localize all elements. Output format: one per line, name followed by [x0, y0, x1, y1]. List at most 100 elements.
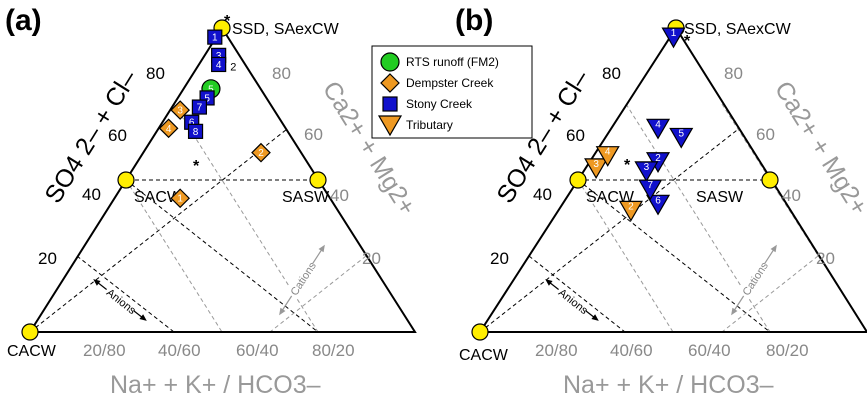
legend-label: RTS runoff (FM2)	[406, 55, 499, 69]
vertex-bottom-left-b	[471, 323, 489, 341]
point-a-square-8-label: 8	[193, 127, 199, 138]
legend-marker-shape	[380, 73, 400, 93]
bottom-tick-a: 40/60	[158, 341, 201, 360]
point-a-diamond-2: 2	[251, 142, 271, 163]
left-tick-a: 20	[38, 249, 57, 268]
bottom-tick-b: 60/40	[688, 341, 731, 360]
region-label-sasw-b: SASW	[696, 189, 744, 206]
panel-label-b: (b)	[455, 4, 493, 37]
bottom-axis-label-b: Na+ + K+ / HCO3–	[563, 371, 774, 399]
bottom-tick-a: 80/20	[312, 341, 355, 360]
point-b-triangle-orange-4-label: 4	[605, 147, 611, 158]
point-a-circle-5-label: 5	[208, 84, 214, 95]
point-b-triangle-7-label: 7	[647, 180, 653, 191]
point-b-triangle-orange-2-shape	[618, 200, 643, 222]
point-b-triangle-4: 4	[645, 118, 671, 140]
point-b-triangle-orange-4: 4	[595, 146, 620, 167]
point-b-triangle-orange-4-shape	[595, 146, 620, 167]
point-a-square-8: 8	[187, 123, 204, 139]
legend-label: Dempster Creek	[406, 76, 494, 90]
bottom-tick-b: 80/20	[766, 341, 809, 360]
vertex-top-label-b: SSD, SAexCW	[684, 21, 792, 38]
point-b-triangle-3: 3	[634, 161, 659, 183]
point-a-diamond-2-label: 2	[258, 148, 264, 159]
legend-marker-shape	[382, 96, 398, 112]
bottom-ticks-a: 20/80 40/60 60/40 80/20	[83, 341, 355, 360]
anions-gradient-a: Anions	[93, 279, 147, 321]
legend-entry: Tributary	[377, 115, 453, 137]
point-a-square-4: 4	[211, 56, 227, 73]
point-b-triangle-6-shape	[645, 194, 671, 216]
right-tick-b: 40	[782, 186, 801, 205]
right-ticks-a: 20 40 60 80	[272, 64, 381, 268]
point-b-triangle-5-shape	[669, 127, 694, 149]
point-a-square-5-label: 5	[204, 93, 210, 104]
point-a-diamond-3-shape	[170, 100, 190, 120]
point-b-triangle-orange-3: 3	[584, 158, 609, 180]
point-a-square-1: 1	[207, 29, 223, 45]
left-ticks-b: 20 40 60 80	[490, 64, 621, 268]
point-a-diamond-4-shape	[158, 118, 179, 139]
legend-label: Stony Creek	[406, 97, 473, 111]
legend-marker	[377, 115, 403, 137]
bottom-tick-b: 20/80	[535, 341, 578, 360]
bottom-ticks-b: 20/80 40/60 60/40 80/20	[535, 341, 809, 360]
point-b-triangle-3-shape	[634, 161, 659, 183]
point-a-square-6-label: 6	[189, 118, 195, 129]
panel-label-a: (a)	[5, 4, 42, 37]
point-b-triangle-5: 5	[669, 127, 694, 149]
bottom-tick-a: 20/80	[83, 341, 126, 360]
vertex-right-mid-a	[309, 171, 327, 189]
point-a-square-7-label: 7	[197, 103, 203, 114]
point-a-diamond-4: 4	[158, 118, 179, 139]
legend-label: Tributary	[406, 118, 453, 132]
point-b-triangle-3-label: 3	[644, 162, 650, 173]
point-a-square-4-shape	[211, 56, 227, 73]
legend-marker-shape	[377, 115, 403, 137]
point-a-diamond-1: 1	[170, 188, 190, 209]
left-tick-b: 40	[533, 185, 552, 204]
point-a-diamond-4-label: 4	[166, 124, 172, 135]
vertex-top-label-a: SSD, SAexCW	[232, 21, 340, 38]
point-b-triangle-4-label: 4	[655, 119, 661, 130]
point-a-diamond-3: 3	[170, 100, 190, 120]
point-b-triangle-2-label: 2	[655, 153, 661, 164]
point-b-triangle-orange-3-label: 3	[593, 159, 599, 170]
left-tick-a: 40	[82, 185, 101, 204]
legend-marker	[380, 52, 400, 72]
point-a-diamond-2-shape	[251, 142, 271, 163]
region-label-sacw-a: SACW	[134, 189, 183, 206]
legend-entry: Stony Creek	[382, 96, 473, 112]
right-tick-a: 40	[330, 186, 349, 205]
legend-marker	[382, 96, 398, 112]
point-a-square-1-shape	[207, 29, 223, 45]
vertex-bottom-left-label-b: CACW	[459, 347, 509, 364]
left-tick-a: 80	[146, 64, 165, 83]
point-b-triangle-1-shape	[661, 27, 686, 49]
point-b-triangle-4-shape	[645, 118, 671, 140]
point-a-square-1-label: 1	[212, 33, 218, 44]
right-tick-b: 60	[756, 125, 775, 144]
grid-black-b	[480, 28, 867, 332]
annotation-a-0: 2	[230, 62, 236, 74]
right-tick-b: 20	[816, 249, 835, 268]
legend-marker-shape	[380, 52, 400, 72]
point-b-triangle-7-shape	[638, 179, 663, 201]
point-b-triangle-orange-3-shape	[584, 158, 609, 180]
vertex-bottom-left-a	[21, 323, 39, 341]
point-b-triangle-orange-2-label: 2	[628, 201, 634, 212]
vertex-bottom-left-label-a: CACW	[7, 343, 57, 360]
vertex-left-mid-b	[569, 171, 587, 189]
left-tick-b: 60	[566, 126, 585, 145]
point-b-triangle-6: 6	[645, 194, 671, 216]
asterisk-top-a: *	[224, 13, 231, 30]
legend-entry: Dempster Creek	[380, 73, 494, 93]
grid-black-a	[30, 28, 415, 332]
left-tick-b: 80	[602, 64, 621, 83]
bottom-tick-a: 60/40	[236, 341, 279, 360]
point-b-triangle-1-label: 1	[671, 28, 677, 39]
point-a-square-3-label: 3	[216, 51, 222, 62]
point-b-triangle-6-label: 6	[655, 195, 661, 206]
